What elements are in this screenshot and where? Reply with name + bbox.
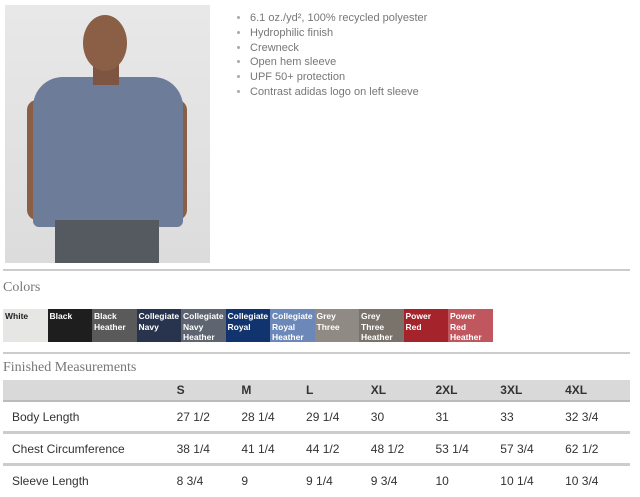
color-swatch[interactable]: Power Red Heather (448, 309, 493, 342)
size-header: 4XL (565, 380, 630, 402)
measurements-heading: Finished Measurements (3, 360, 137, 375)
color-swatch[interactable]: Collegiate Royal (225, 309, 270, 342)
color-swatch[interactable]: White (3, 309, 48, 342)
color-swatch[interactable]: Collegiate Navy Heather (181, 309, 226, 342)
measurements-table: S M L XL 2XL 3XL 4XL Body Length 27 1/2 28 1/4 29… (3, 380, 630, 495)
header-blank (3, 380, 177, 402)
size-header: 2XL (435, 380, 501, 402)
table-row: Sleeve Length 8 3/4 9 9 1/4 9 3/4 10 10 1/4 10 … (3, 465, 630, 496)
color-swatch[interactable]: Collegiate Royal Heather (270, 309, 315, 342)
size-header: L (306, 380, 371, 402)
product-photo (5, 5, 210, 263)
measurement-cell: 48 1/2 (370, 432, 436, 466)
measurement-cell: 44 1/2 (306, 432, 371, 466)
table-row: Body Length 27 1/2 28 1/4 29 1/4 30 31 33 32 3/… (3, 401, 630, 434)
measurement-cell: 10 1/4 (500, 473, 534, 488)
measurement-cell: 9 1/4 (306, 473, 333, 488)
measurement-cell: 10 3/4 (565, 473, 599, 488)
measurement-cell: 8 3/4 (176, 473, 204, 488)
measurement-cell: 33 (500, 401, 566, 434)
color-swatches: White Black Black Heather Collegiate Navy Co… (3, 309, 493, 342)
feature-item: Hydrophilic finish (250, 26, 427, 41)
size-header: 3XL (500, 380, 566, 402)
measurement-cell: 31 (435, 401, 501, 434)
size-header: M (241, 380, 307, 402)
row-label: Sleeve Length (12, 473, 89, 488)
color-swatch[interactable]: Collegiate Navy (136, 309, 181, 342)
color-swatch[interactable]: Power Red (403, 309, 448, 342)
feature-item: 6.1 oz./yd², 100% recycled polyester (250, 11, 427, 26)
size-header: S (176, 380, 242, 402)
measurement-cell: 32 3/4 (565, 401, 630, 434)
table-row: Chest Circumference 38 1/4 41 1/4 44 1/2 48 … (3, 432, 630, 466)
feature-item: UPF 50+ protection (250, 70, 427, 85)
measurement-cell: 10 (435, 473, 449, 488)
row-label: Body Length (3, 401, 177, 434)
feature-item: Crewneck (250, 41, 427, 56)
measurement-cell: 57 3/4 (500, 432, 566, 466)
feature-list: 6.1 oz./yd², 100% recycled polyesterHydr… (236, 11, 427, 100)
color-swatch[interactable]: Grey Three (314, 309, 359, 342)
measurement-cell: 9 3/4 (370, 473, 398, 488)
measurement-cell: 62 1/2 (565, 432, 630, 466)
measurement-cell: 9 (241, 473, 249, 488)
divider (3, 269, 630, 271)
divider (3, 352, 630, 354)
feature-item: Open hem sleeve (250, 55, 427, 70)
measurement-cell: 30 (370, 401, 436, 434)
color-swatch[interactable]: Black (47, 309, 92, 342)
measurement-cell: 53 1/4 (435, 432, 501, 466)
row-label: Chest Circumference (3, 432, 177, 466)
measurement-cell: 38 1/4 (176, 432, 242, 466)
color-swatch[interactable]: Black Heather (92, 309, 137, 342)
measurement-cell: 28 1/4 (241, 401, 307, 434)
color-swatch[interactable]: Grey Three Heather (359, 309, 404, 342)
feature-item: Contrast adidas logo on left sleeve (250, 85, 427, 100)
measurement-cell: 29 1/4 (306, 401, 371, 434)
measurement-cell: 41 1/4 (241, 432, 307, 466)
colors-heading: Colors (3, 280, 41, 295)
measurement-cell: 27 1/2 (176, 401, 242, 434)
size-header: XL (370, 380, 436, 402)
